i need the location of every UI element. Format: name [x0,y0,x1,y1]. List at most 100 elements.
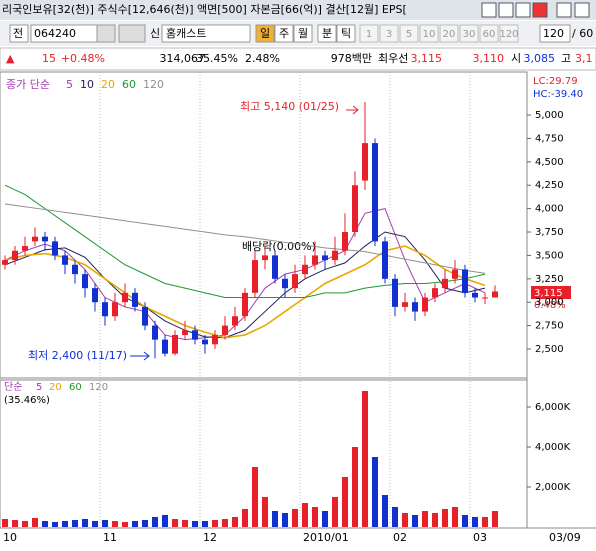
volume-bar [282,513,288,527]
count: 120 [543,27,564,40]
volume-bar [112,521,118,527]
quote-amount: 978백만 [331,52,372,65]
quote-turnover: 35.45% [196,52,238,65]
x-end-label: 03/09 [549,531,581,544]
y-tick-label: 2,750 [535,321,564,332]
header-info: 리국인보유[32(천)] 주식수[12,646(천)] 액면[500] 자본금[… [2,2,407,16]
unit-button[interactable] [255,24,275,43]
y-tick-label: 3,000 [535,297,564,308]
mode-box[interactable] [9,24,29,43]
btn[interactable] [556,2,572,18]
volume-bar [472,517,478,527]
candle-body [152,325,158,340]
quote-ratio: 2.48% [245,52,280,65]
volume-bar [232,517,238,527]
volume-bar [262,497,268,527]
unit-button[interactable] [336,24,356,43]
btn[interactable] [574,2,590,18]
unit-button[interactable] [274,24,294,43]
volume-bar [292,509,298,527]
x-tick-label: 02 [393,531,407,544]
volume-bar [412,515,418,527]
unit-button[interactable] [317,24,337,43]
period-label: 30 [463,29,476,40]
candle-body [402,302,408,307]
quote-change-pct: +0.48% [61,52,105,65]
period-button[interactable] [379,24,399,43]
x-tick-label: 12 [203,531,217,544]
volume-bar [382,495,388,527]
period-label: 5 [406,29,412,40]
unit-button[interactable] [293,24,313,43]
legend-entry: 20 [49,382,62,393]
candle-body [352,185,358,233]
volume-bar [132,521,138,527]
candle-body [302,264,308,275]
candle-body [422,297,428,312]
volume-bar [32,518,38,527]
arrow [346,105,359,115]
period-button[interactable] [459,24,479,43]
new-label: 신 [150,27,160,40]
candle-body [162,339,168,354]
btn[interactable] [532,2,548,18]
period-button[interactable] [419,24,439,43]
volume-bar [72,520,78,527]
code: 064240 [34,27,76,40]
y-tick-label: 4,750 [535,133,564,144]
unit-label: 월 [298,27,308,40]
btn[interactable] [515,2,531,18]
candle-body [462,269,468,293]
legend-entry: 20 [101,78,115,91]
volume-bar [402,513,408,527]
volume-bar [422,511,428,527]
period-button[interactable] [479,24,499,43]
candle-body [82,274,88,289]
volume-bar [2,519,8,527]
ma-line [4,203,486,274]
unit-label: 일 [260,26,270,40]
volume-bar [372,457,378,527]
period-button[interactable] [359,24,379,43]
volume-bar [152,517,158,527]
candle-body [52,241,58,256]
candle-body [232,316,238,326]
hc: HC:-39.40 [533,89,583,100]
candle-body [362,143,368,181]
legend-entry: 120 [143,78,164,91]
volume-bar [22,521,28,527]
volume-bar [322,511,328,527]
candle-body [172,334,178,354]
volume-bar [12,520,18,527]
candle-body [122,292,128,303]
sound-btn[interactable] [118,24,146,43]
volume-bar [442,509,448,527]
period-button[interactable] [439,24,459,43]
candle-body [492,291,498,298]
quote-arrow: ▲ [6,52,15,65]
candle-body [412,302,418,312]
mode: 전 [13,27,23,40]
candle-body [92,288,98,303]
btn[interactable] [498,2,514,18]
code-dropdown[interactable] [96,24,116,43]
volume-bar [202,521,208,527]
period-button[interactable] [499,24,519,43]
legend-entry: 60 [69,382,82,393]
period-button[interactable] [399,24,419,43]
volume-bar [192,521,198,527]
volume-bar [102,520,108,527]
volume-bar [162,515,168,527]
legend-entry: 5 [66,78,73,91]
volume-bar [342,477,348,527]
legend-entry: 5 [36,382,42,393]
period-label: 3 [386,29,392,40]
period-label: 120 [499,29,518,40]
volume-bar [362,391,368,527]
btn[interactable] [481,2,497,18]
quote-ask: 3,115 [411,52,443,65]
name-box[interactable] [161,24,251,43]
count-input[interactable] [539,24,571,43]
candle-body [222,325,228,335]
candle-body [112,302,118,317]
